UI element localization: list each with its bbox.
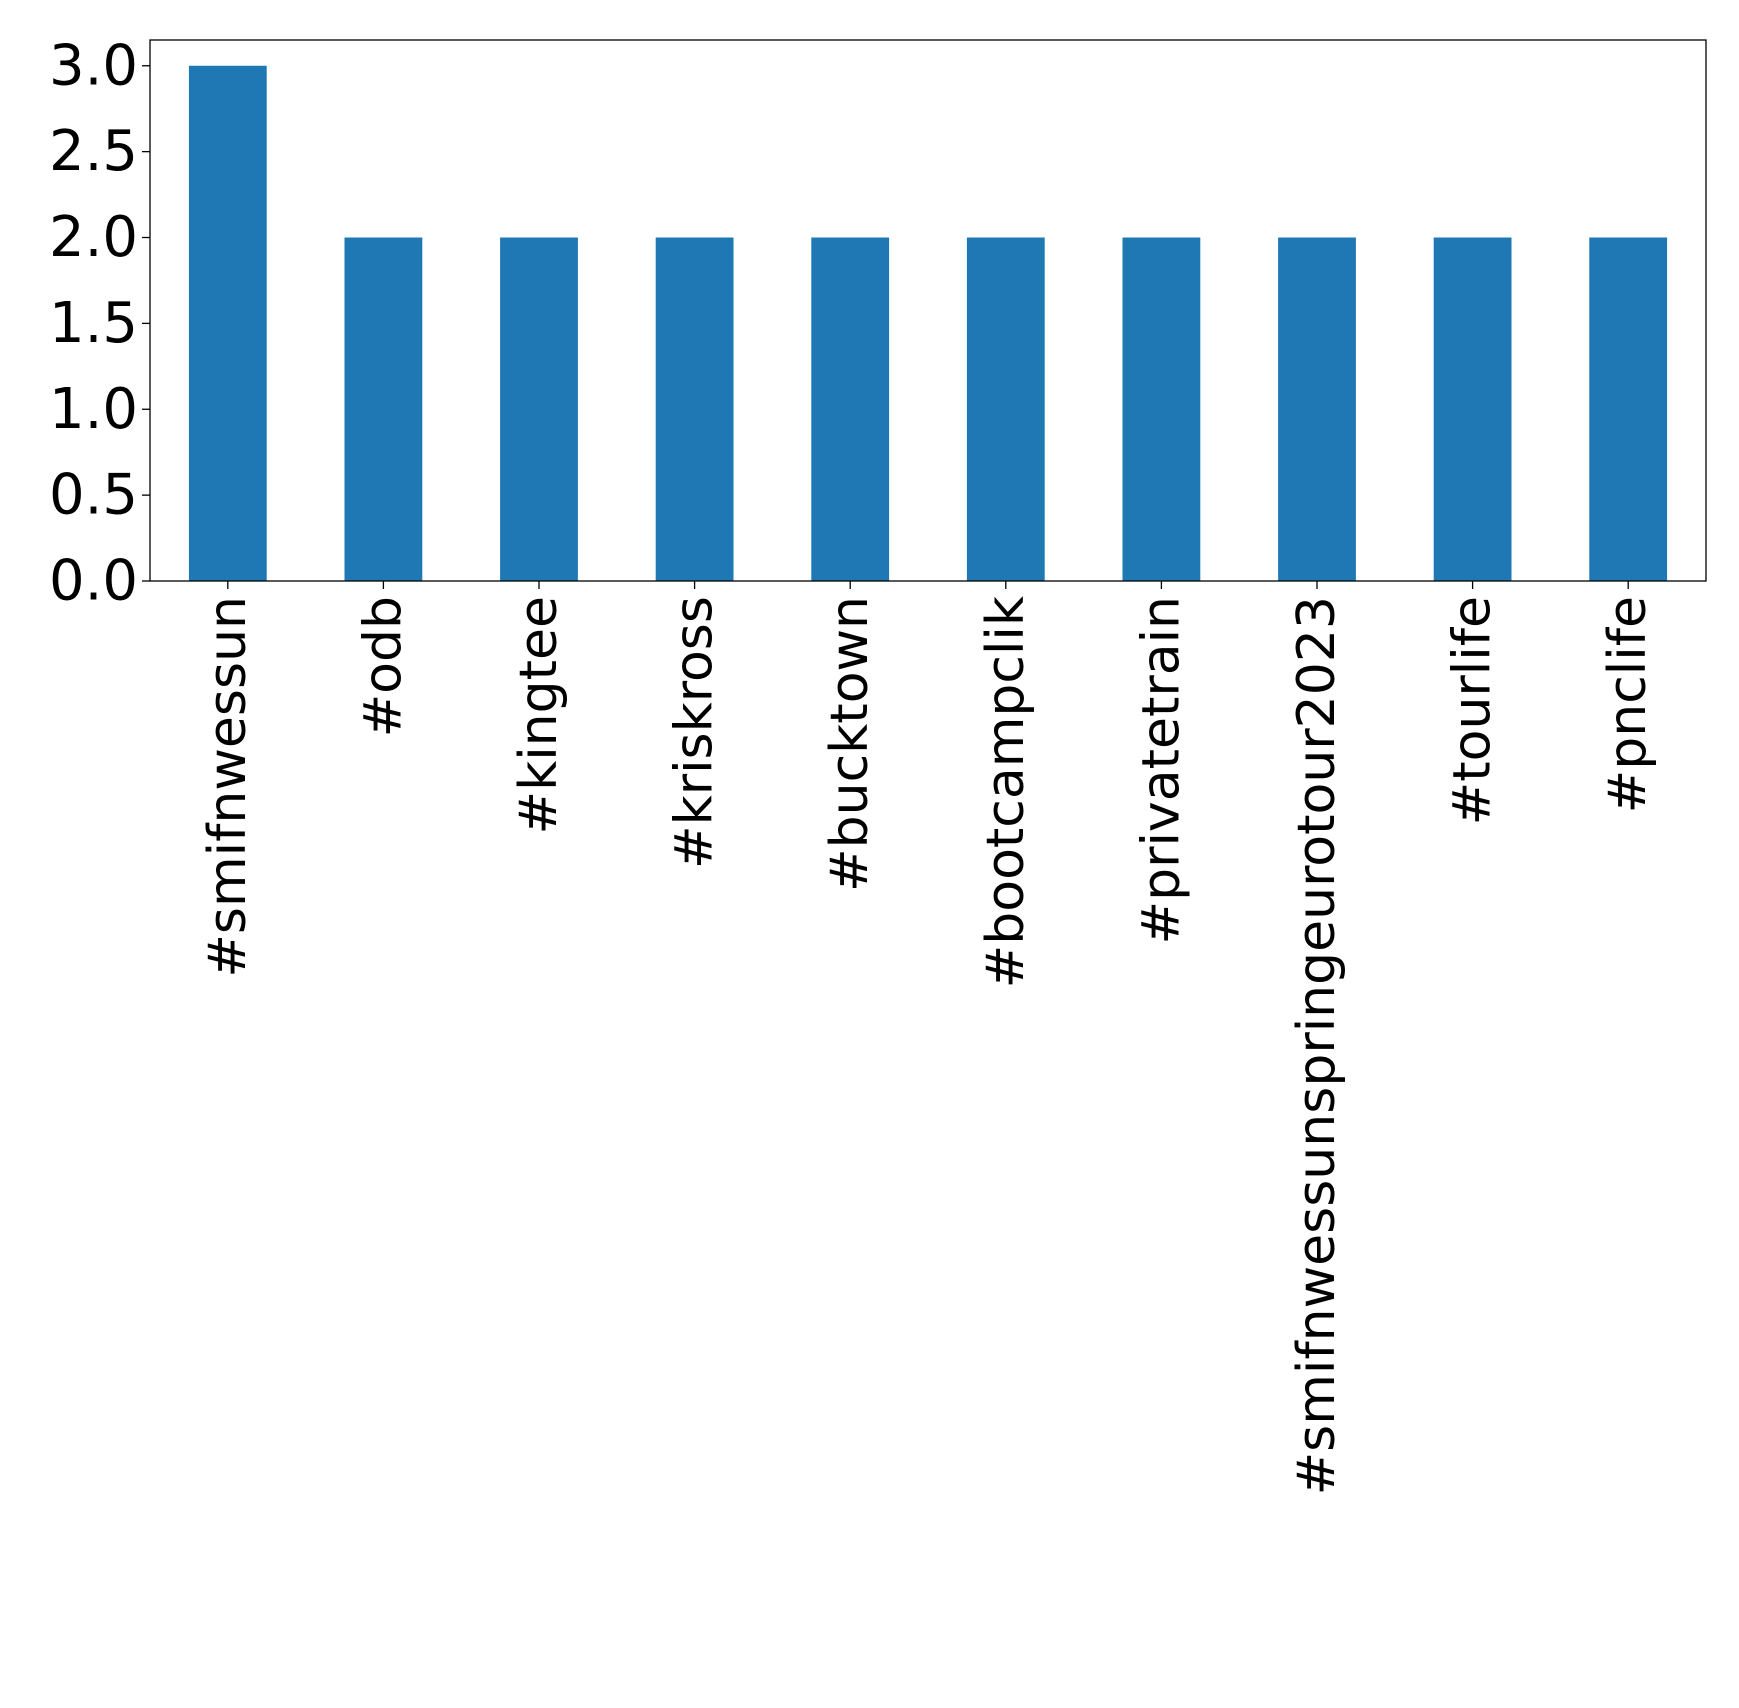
bar-bootcampclik xyxy=(966,237,1045,581)
y-tick-label: 1.0 xyxy=(49,377,138,442)
y-tick-label: 1.5 xyxy=(49,291,138,356)
x-axis: #smifnwessun #odb #kingtee #kriskross #buckt… xyxy=(198,581,1658,1495)
x-tick-label: #kriskross xyxy=(665,596,725,869)
bar-odb xyxy=(344,237,423,581)
bars-group xyxy=(188,65,1668,581)
bar-tourlife xyxy=(1433,237,1512,581)
x-tick-label: #bootcampclik xyxy=(976,596,1036,988)
bar-bucktown xyxy=(811,237,890,581)
y-tick-label: 0.5 xyxy=(49,463,138,528)
y-tick-label: 3.0 xyxy=(49,33,138,98)
bar-privatetrain xyxy=(1122,237,1201,581)
y-tick-label: 2.5 xyxy=(49,119,138,184)
bar-kingtee xyxy=(500,237,578,581)
y-tick-label: 0.0 xyxy=(49,549,138,614)
x-tick-label: #kingtee xyxy=(509,596,569,834)
bar-pnclife xyxy=(1589,237,1668,581)
bar-smifnwessunspringeurotour2023 xyxy=(1278,237,1356,581)
x-tick-label: #smifnwessunspringeurotour2023 xyxy=(1287,596,1347,1495)
x-tick-label: #pnclife xyxy=(1598,596,1658,813)
bar-smifnwessun xyxy=(188,65,267,581)
plot-frame xyxy=(149,39,1707,582)
x-tick-label: #bucktown xyxy=(820,596,880,892)
y-tick-label: 2.0 xyxy=(49,205,138,270)
x-tick-label: #smifnwessun xyxy=(198,596,258,978)
x-tick-label: #privatetrain xyxy=(1131,596,1191,944)
x-tick-label: #tourlife xyxy=(1443,596,1503,825)
x-tick-label: #odb xyxy=(353,596,413,737)
bar-kriskross xyxy=(655,237,734,581)
y-axis: 0.0 0.5 1.0 1.5 2.0 2.5 3.0 xyxy=(49,33,150,614)
